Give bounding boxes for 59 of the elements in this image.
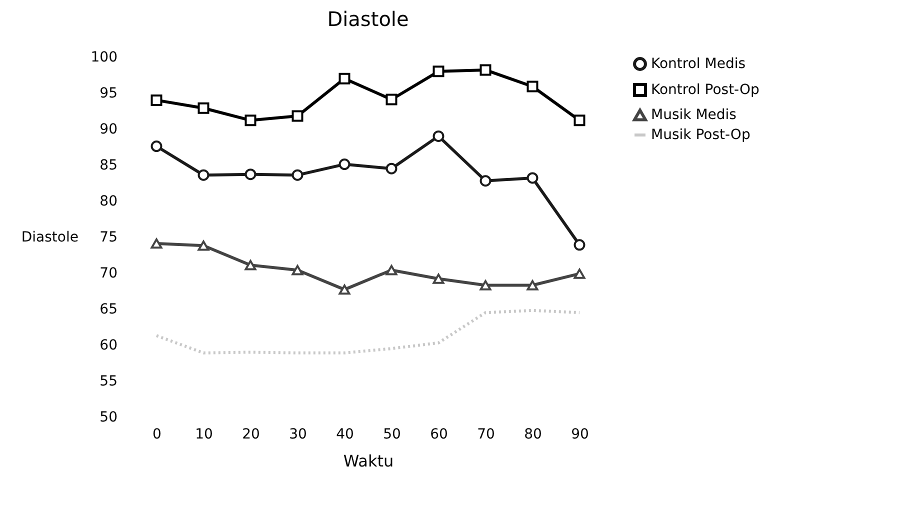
x-tick-label: 40	[336, 426, 354, 442]
point	[526, 280, 538, 290]
point	[574, 114, 586, 126]
x-tick-label: 90	[571, 426, 589, 442]
point	[526, 80, 538, 92]
point	[292, 110, 304, 122]
point	[386, 162, 398, 174]
y-tick-label: 95	[100, 86, 118, 102]
y-tick-label: 55	[100, 374, 118, 390]
y-tick-label: 65	[100, 302, 118, 318]
point	[198, 169, 210, 181]
point	[432, 274, 444, 284]
x-tick-label: 20	[242, 426, 260, 442]
x-axis-title: Waktu	[343, 452, 394, 470]
point	[432, 66, 444, 78]
y-tick-label: 60	[100, 338, 118, 354]
point	[244, 260, 256, 270]
y-tick-label: 90	[100, 122, 118, 138]
point	[526, 172, 538, 184]
x-tick-label: 80	[524, 426, 542, 442]
y-tick-label: 80	[100, 194, 118, 210]
point	[292, 265, 304, 276]
x-tick-label: 70	[477, 426, 495, 442]
point	[338, 158, 350, 170]
point	[198, 102, 210, 114]
point	[480, 64, 492, 76]
y-tick-label: 50	[100, 410, 118, 426]
point	[338, 284, 350, 295]
point	[386, 265, 398, 276]
y-tick-label: 85	[100, 158, 118, 174]
point	[292, 169, 304, 181]
point	[432, 130, 444, 142]
point	[198, 240, 210, 251]
point	[574, 239, 586, 251]
point	[244, 168, 256, 180]
x-tick-label: 10	[195, 426, 213, 442]
x-tick-label: 60	[430, 426, 448, 442]
point	[338, 72, 350, 84]
legend-label: Kontrol Medis	[651, 56, 746, 72]
point	[150, 94, 162, 106]
line-series	[155, 308, 581, 354]
y-tick-label: 100	[90, 50, 118, 66]
chart-title: Diastole	[327, 7, 409, 31]
legend-label: Musik Post-Op	[651, 127, 750, 143]
point	[574, 268, 586, 279]
point	[244, 114, 256, 126]
legend-label: Kontrol Post-Op	[651, 82, 760, 98]
point	[150, 238, 162, 249]
point	[150, 140, 162, 152]
legend-label: Musik Medis	[651, 107, 736, 123]
x-tick-label: 30	[289, 426, 307, 442]
point	[480, 175, 492, 187]
y-tick-label: 70	[100, 266, 118, 282]
x-tick-label: 50	[383, 426, 401, 442]
y-axis-title: Diastole	[21, 230, 78, 246]
y-tick-label: 75	[100, 230, 118, 246]
point	[480, 280, 492, 290]
point	[386, 94, 398, 106]
x-tick-label: 0	[152, 426, 162, 442]
